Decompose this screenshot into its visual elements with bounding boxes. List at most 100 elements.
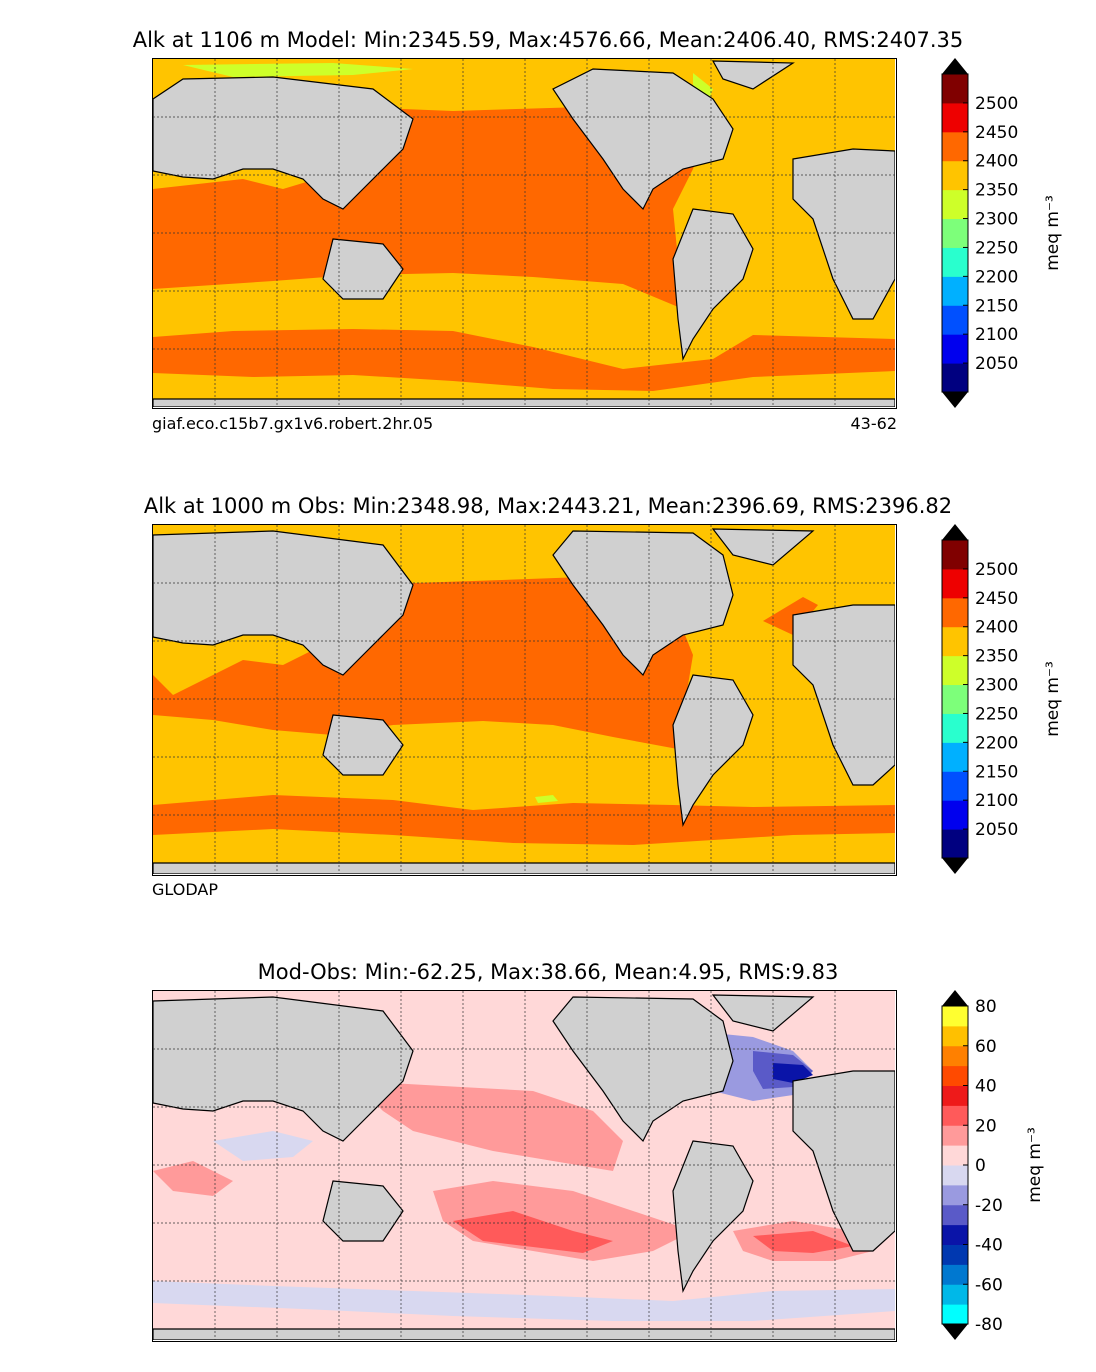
colorbar-segment — [942, 276, 968, 306]
colorbar-tick-label: 2050 — [975, 820, 1018, 840]
pacific-indian-band — [153, 107, 713, 309]
colorbar-segment — [942, 1224, 968, 1245]
panel-1-map — [152, 58, 897, 409]
colorbar-segment — [942, 74, 968, 104]
colorbar-tick-label: -60 — [975, 1275, 1003, 1295]
colorbar-tick-label: 20 — [975, 1116, 997, 1136]
colorbar-segment — [942, 742, 968, 772]
colorbar-tick-label: 2100 — [975, 791, 1018, 811]
land-masses — [153, 994, 895, 1340]
panel-1-map-svg — [153, 59, 895, 407]
colorbar-tick-label: 2400 — [975, 152, 1018, 172]
colorbar-tick-label: 40 — [975, 1077, 997, 1097]
colorbar-frame — [941, 73, 969, 393]
colorbar-segment — [942, 160, 968, 191]
colorbar-tick-label: 2250 — [975, 238, 1018, 258]
colorbar-max-extension — [942, 58, 968, 74]
colorbar-segment — [942, 626, 968, 657]
colorbar-segment — [942, 189, 968, 220]
colorbar-segment — [942, 1264, 968, 1285]
colorbar-segment — [942, 1025, 968, 1047]
colorbar-tick-label: 80 — [975, 997, 997, 1017]
colorbar-segment — [942, 1085, 968, 1106]
map-gridlines — [153, 59, 895, 407]
colorbar-segment — [942, 568, 968, 599]
colorbar-tick-label: 2100 — [975, 325, 1018, 345]
colorbar-tick-label: -20 — [975, 1196, 1003, 1216]
arctic-band — [183, 63, 413, 77]
panel-2-colorbar: 2500 2450 2400 2350 2300 2250 2200 2150 2100 2050… — [941, 524, 1063, 874]
colorbar-tick-label: 2150 — [975, 762, 1018, 782]
colorbar-tick-label: 2050 — [975, 354, 1018, 374]
colorbar-tick-label: 2500 — [975, 94, 1018, 114]
colorbar-segment — [942, 540, 968, 570]
colorbar-segment — [942, 1045, 968, 1067]
colorbar-tick-label: 2450 — [975, 589, 1018, 609]
colorbar-frame — [941, 539, 969, 859]
panel-1-title: Alk at 1106 m Model: Min:2345.59, Max:45… — [132, 28, 964, 52]
panel-1-footer-right: 43-62 — [850, 414, 898, 433]
atlantic-patch — [763, 597, 818, 635]
southern-band — [153, 329, 895, 391]
colorbar-segment — [942, 1125, 968, 1146]
colorbar-min-extension — [942, 392, 968, 408]
colorbar-segment — [942, 800, 968, 830]
colorbar-segment — [942, 1244, 968, 1265]
colorbar-tick-label: 2350 — [975, 181, 1018, 201]
colorbar-tick-label: -80 — [975, 1315, 1003, 1335]
panel-3-map — [152, 990, 897, 1342]
colorbar-unit-label: meq m⁻³ — [1025, 1127, 1045, 1203]
colorbar-tick-label: 2200 — [975, 733, 1018, 753]
southern-band — [153, 795, 895, 845]
colorbar-unit-label: meq m⁻³ — [1043, 195, 1063, 271]
colorbar-segment — [942, 1284, 968, 1305]
colorbar-min-extension — [942, 1324, 968, 1340]
colorbar-segment — [942, 684, 968, 714]
colorbar-tick-label: 2400 — [975, 618, 1018, 638]
colorbar-segment — [942, 102, 968, 133]
colorbar-tick-label: 2150 — [975, 296, 1018, 316]
panel-1-footer-left: giaf.eco.c15b7.gx1v6.robert.2hr.05 — [152, 414, 434, 433]
colorbar-tick-label: 2300 — [975, 676, 1018, 696]
colorbar-segment — [942, 771, 968, 801]
land-masses — [153, 528, 895, 874]
colorbar-segment — [942, 1304, 968, 1325]
colorbar-segment — [942, 1105, 968, 1126]
colorbar-segment — [942, 1065, 968, 1086]
colorbar-segment — [942, 334, 968, 364]
colorbar-segment — [942, 1165, 968, 1186]
colorbar-tick-label: -40 — [975, 1236, 1003, 1256]
colorbar-unit-label: meq m⁻³ — [1043, 661, 1063, 737]
colorbar-segment — [942, 363, 968, 393]
panel-3-map-svg — [153, 991, 895, 1340]
colorbar-min-extension — [942, 858, 968, 874]
pacific-indian-band — [153, 577, 693, 750]
panel-2-map-svg — [153, 525, 895, 874]
colorbar-segment — [942, 1204, 968, 1226]
colorbar-tick-label: 0 — [975, 1156, 986, 1176]
colorbar-segment — [942, 655, 968, 686]
colorbar-tick-label: 2300 — [975, 210, 1018, 230]
colorbar-tick-label: 2250 — [975, 704, 1018, 724]
colorbar-max-extension — [942, 990, 968, 1006]
colorbar-segment — [942, 597, 968, 628]
colorbar-segment — [942, 247, 968, 277]
colorbar-segment — [942, 131, 968, 162]
colorbar-segment — [942, 1006, 968, 1027]
colorbar-segment — [942, 218, 968, 248]
colorbar-segment — [942, 1145, 968, 1166]
panel-3-title: Mod-Obs: Min:-62.25, Max:38.66, Mean:4.9… — [257, 960, 839, 984]
panel-3-colorbar: 80 60 40 20 0 -20 -40 -60 -80 meq m⁻³ — [941, 990, 1045, 1340]
colorbar-segment — [942, 305, 968, 335]
panel-1-colorbar: 2500 2450 2400 2350 2300 2250 2200 2150 2100 2050… — [941, 58, 1063, 408]
southern-negative-band — [153, 1281, 895, 1321]
colorbar-segment — [942, 713, 968, 743]
colorbar-tick-label: 2500 — [975, 560, 1018, 580]
land-masses — [153, 60, 895, 407]
colorbar-tick-label: 60 — [975, 1037, 997, 1057]
colorbar-max-extension — [942, 524, 968, 540]
colorbar-segment — [942, 1184, 968, 1206]
panel-2-map — [152, 524, 897, 876]
colorbar-tick-label: 2200 — [975, 267, 1018, 287]
colorbar-tick-label: 2450 — [975, 123, 1018, 143]
